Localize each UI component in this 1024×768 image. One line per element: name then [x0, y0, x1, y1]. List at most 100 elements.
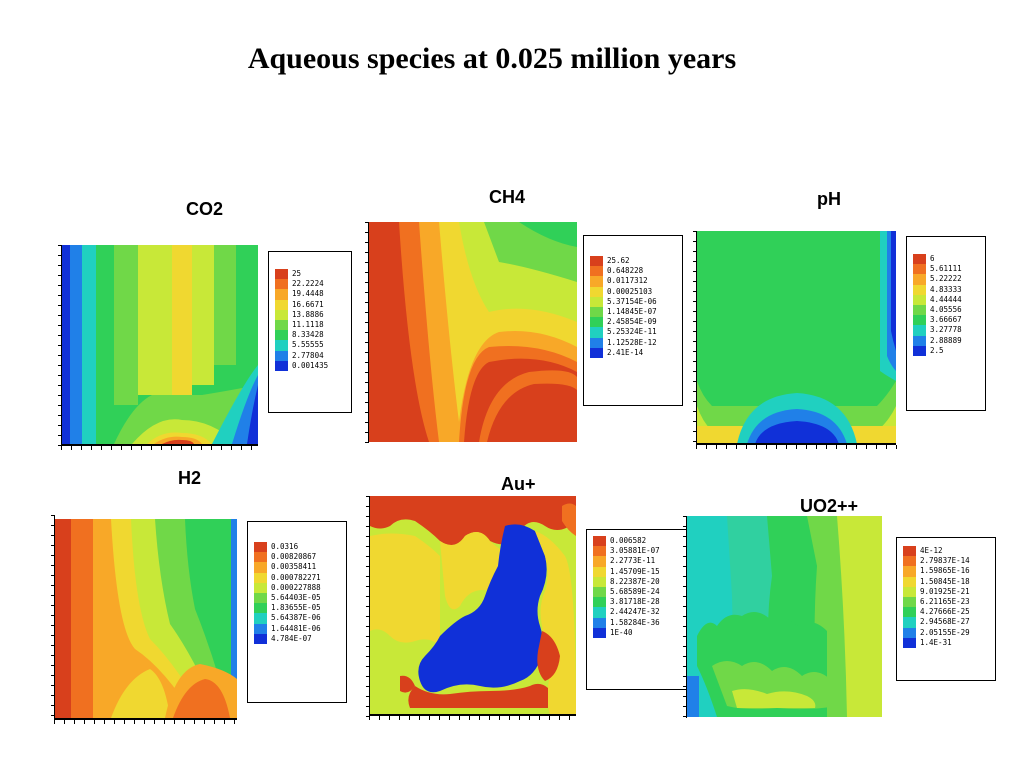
axis-tick — [746, 445, 747, 449]
legend-swatch — [254, 542, 267, 553]
axis-tick — [58, 445, 62, 446]
legend-label: 5.61111 — [930, 264, 962, 274]
legend-entry: 4.784E-07 — [254, 633, 321, 644]
axis-tick — [756, 445, 757, 449]
heatmap-h2 — [55, 519, 237, 718]
legend-swatch — [593, 556, 606, 567]
axis-tick — [51, 655, 55, 656]
axis-tick — [54, 720, 55, 724]
axis-tick — [549, 716, 550, 720]
legend-label: 1.83655E-05 — [271, 603, 321, 613]
legend-label: 0.000227888 — [271, 582, 321, 592]
legend-uo2: 4E-12 2.79837E-14 1.59865E-16 1.50845E-18 9.… — [896, 537, 996, 681]
axis-tick — [559, 716, 560, 720]
legend-label: 4.44444 — [930, 294, 962, 304]
legend-entry: 1.64481E-06 — [254, 623, 321, 634]
axis-left-ch4 — [365, 222, 369, 443]
legend-label: 1E-40 — [610, 627, 633, 637]
axis-tick — [58, 325, 62, 326]
axis-tick — [365, 442, 369, 443]
legend-label: 8.22387E-20 — [610, 576, 660, 586]
axis-tick — [529, 716, 530, 720]
axis-tick — [51, 525, 55, 526]
axis-tick — [896, 445, 897, 449]
legend-entry: 5.25324E-11 — [590, 327, 657, 338]
legend-entry: 22.2224 — [275, 279, 328, 290]
legend-label: 9.01925E-21 — [920, 586, 970, 596]
axis-tick — [51, 715, 55, 716]
axis-tick — [124, 720, 125, 724]
axis-tick — [693, 271, 697, 272]
axis-tick — [693, 441, 697, 442]
axis-bottom-co2 — [61, 444, 258, 450]
legend-entry: 2.77804 — [275, 350, 328, 361]
legend-label: 1.4E-31 — [920, 637, 952, 647]
axis-tick — [71, 446, 72, 450]
axis-tick — [211, 446, 212, 450]
legend-swatch — [590, 327, 603, 338]
legend-label: 0.001435 — [292, 360, 329, 370]
axis-tick — [365, 342, 369, 343]
axis-tick — [58, 415, 62, 416]
axis-tick — [366, 546, 370, 547]
axis-tick — [251, 446, 252, 450]
axis-tick — [365, 302, 369, 303]
axis-tick — [683, 626, 687, 627]
axis-tick — [439, 716, 440, 720]
legend-label: 1.50845E-18 — [920, 576, 970, 586]
legend-entry: 1.14845E-07 — [590, 306, 657, 318]
axis-tick — [776, 445, 777, 449]
legend-entry: 2.45854E-09 — [590, 317, 657, 328]
axis-tick — [131, 446, 132, 450]
legend-entry: 0.648228 — [590, 266, 657, 277]
legend-label: 25.62 — [607, 256, 630, 266]
legend-label: 5.55555 — [292, 340, 324, 350]
legend-entry: 5.22222 — [913, 274, 962, 285]
legend-label: 2.45854E-09 — [607, 317, 657, 327]
axis-tick — [161, 446, 162, 450]
axis-tick — [51, 695, 55, 696]
axis-tick — [58, 285, 62, 286]
axis-tick — [366, 606, 370, 607]
axis-tick — [61, 446, 62, 450]
axis-tick — [51, 515, 55, 516]
legend-swatch — [254, 623, 267, 634]
legend-swatch — [275, 269, 288, 280]
axis-tick — [366, 576, 370, 577]
legend-swatch — [903, 566, 916, 577]
axis-tick — [51, 585, 55, 586]
legend-co2: 25 22.2224 19.4448 16.6671 13.8886 11.1118 8.3… — [268, 251, 352, 413]
legend-label: 1.58284E-36 — [610, 617, 660, 627]
legend-entry: 4E-12 — [903, 546, 970, 557]
legend-label: 19.4448 — [292, 289, 324, 299]
axis-left-uo2 — [683, 516, 687, 718]
axis-tick — [519, 716, 520, 720]
axis-tick — [716, 445, 717, 449]
axis-tick — [683, 596, 687, 597]
legend-entry: 5.64403E-05 — [254, 592, 321, 604]
axis-tick — [51, 605, 55, 606]
axis-tick — [365, 332, 369, 333]
axis-tick — [683, 686, 687, 687]
axis-tick — [856, 445, 857, 449]
axis-tick — [683, 566, 687, 567]
axis-tick — [366, 666, 370, 667]
axis-tick — [449, 716, 450, 720]
axis-tick — [51, 535, 55, 536]
axis-tick — [51, 645, 55, 646]
axis-tick — [144, 720, 145, 724]
axis-tick — [693, 261, 697, 262]
legend-swatch — [593, 566, 606, 577]
axis-tick — [683, 546, 687, 547]
legend-swatch — [275, 319, 288, 331]
axis-tick — [366, 626, 370, 627]
axis-tick — [365, 272, 369, 273]
panel-title-co2: CO2 — [186, 199, 224, 219]
axis-tick — [489, 716, 490, 720]
legend-swatch — [590, 337, 603, 348]
axis-tick — [886, 445, 887, 449]
legend-entry: 1.83655E-05 — [254, 603, 321, 614]
axis-bottom-ph — [696, 443, 897, 449]
axis-tick — [58, 385, 62, 386]
legend-h2: 0.0316 0.00820867 0.00358411 0.000782271 0.0… — [247, 521, 347, 703]
